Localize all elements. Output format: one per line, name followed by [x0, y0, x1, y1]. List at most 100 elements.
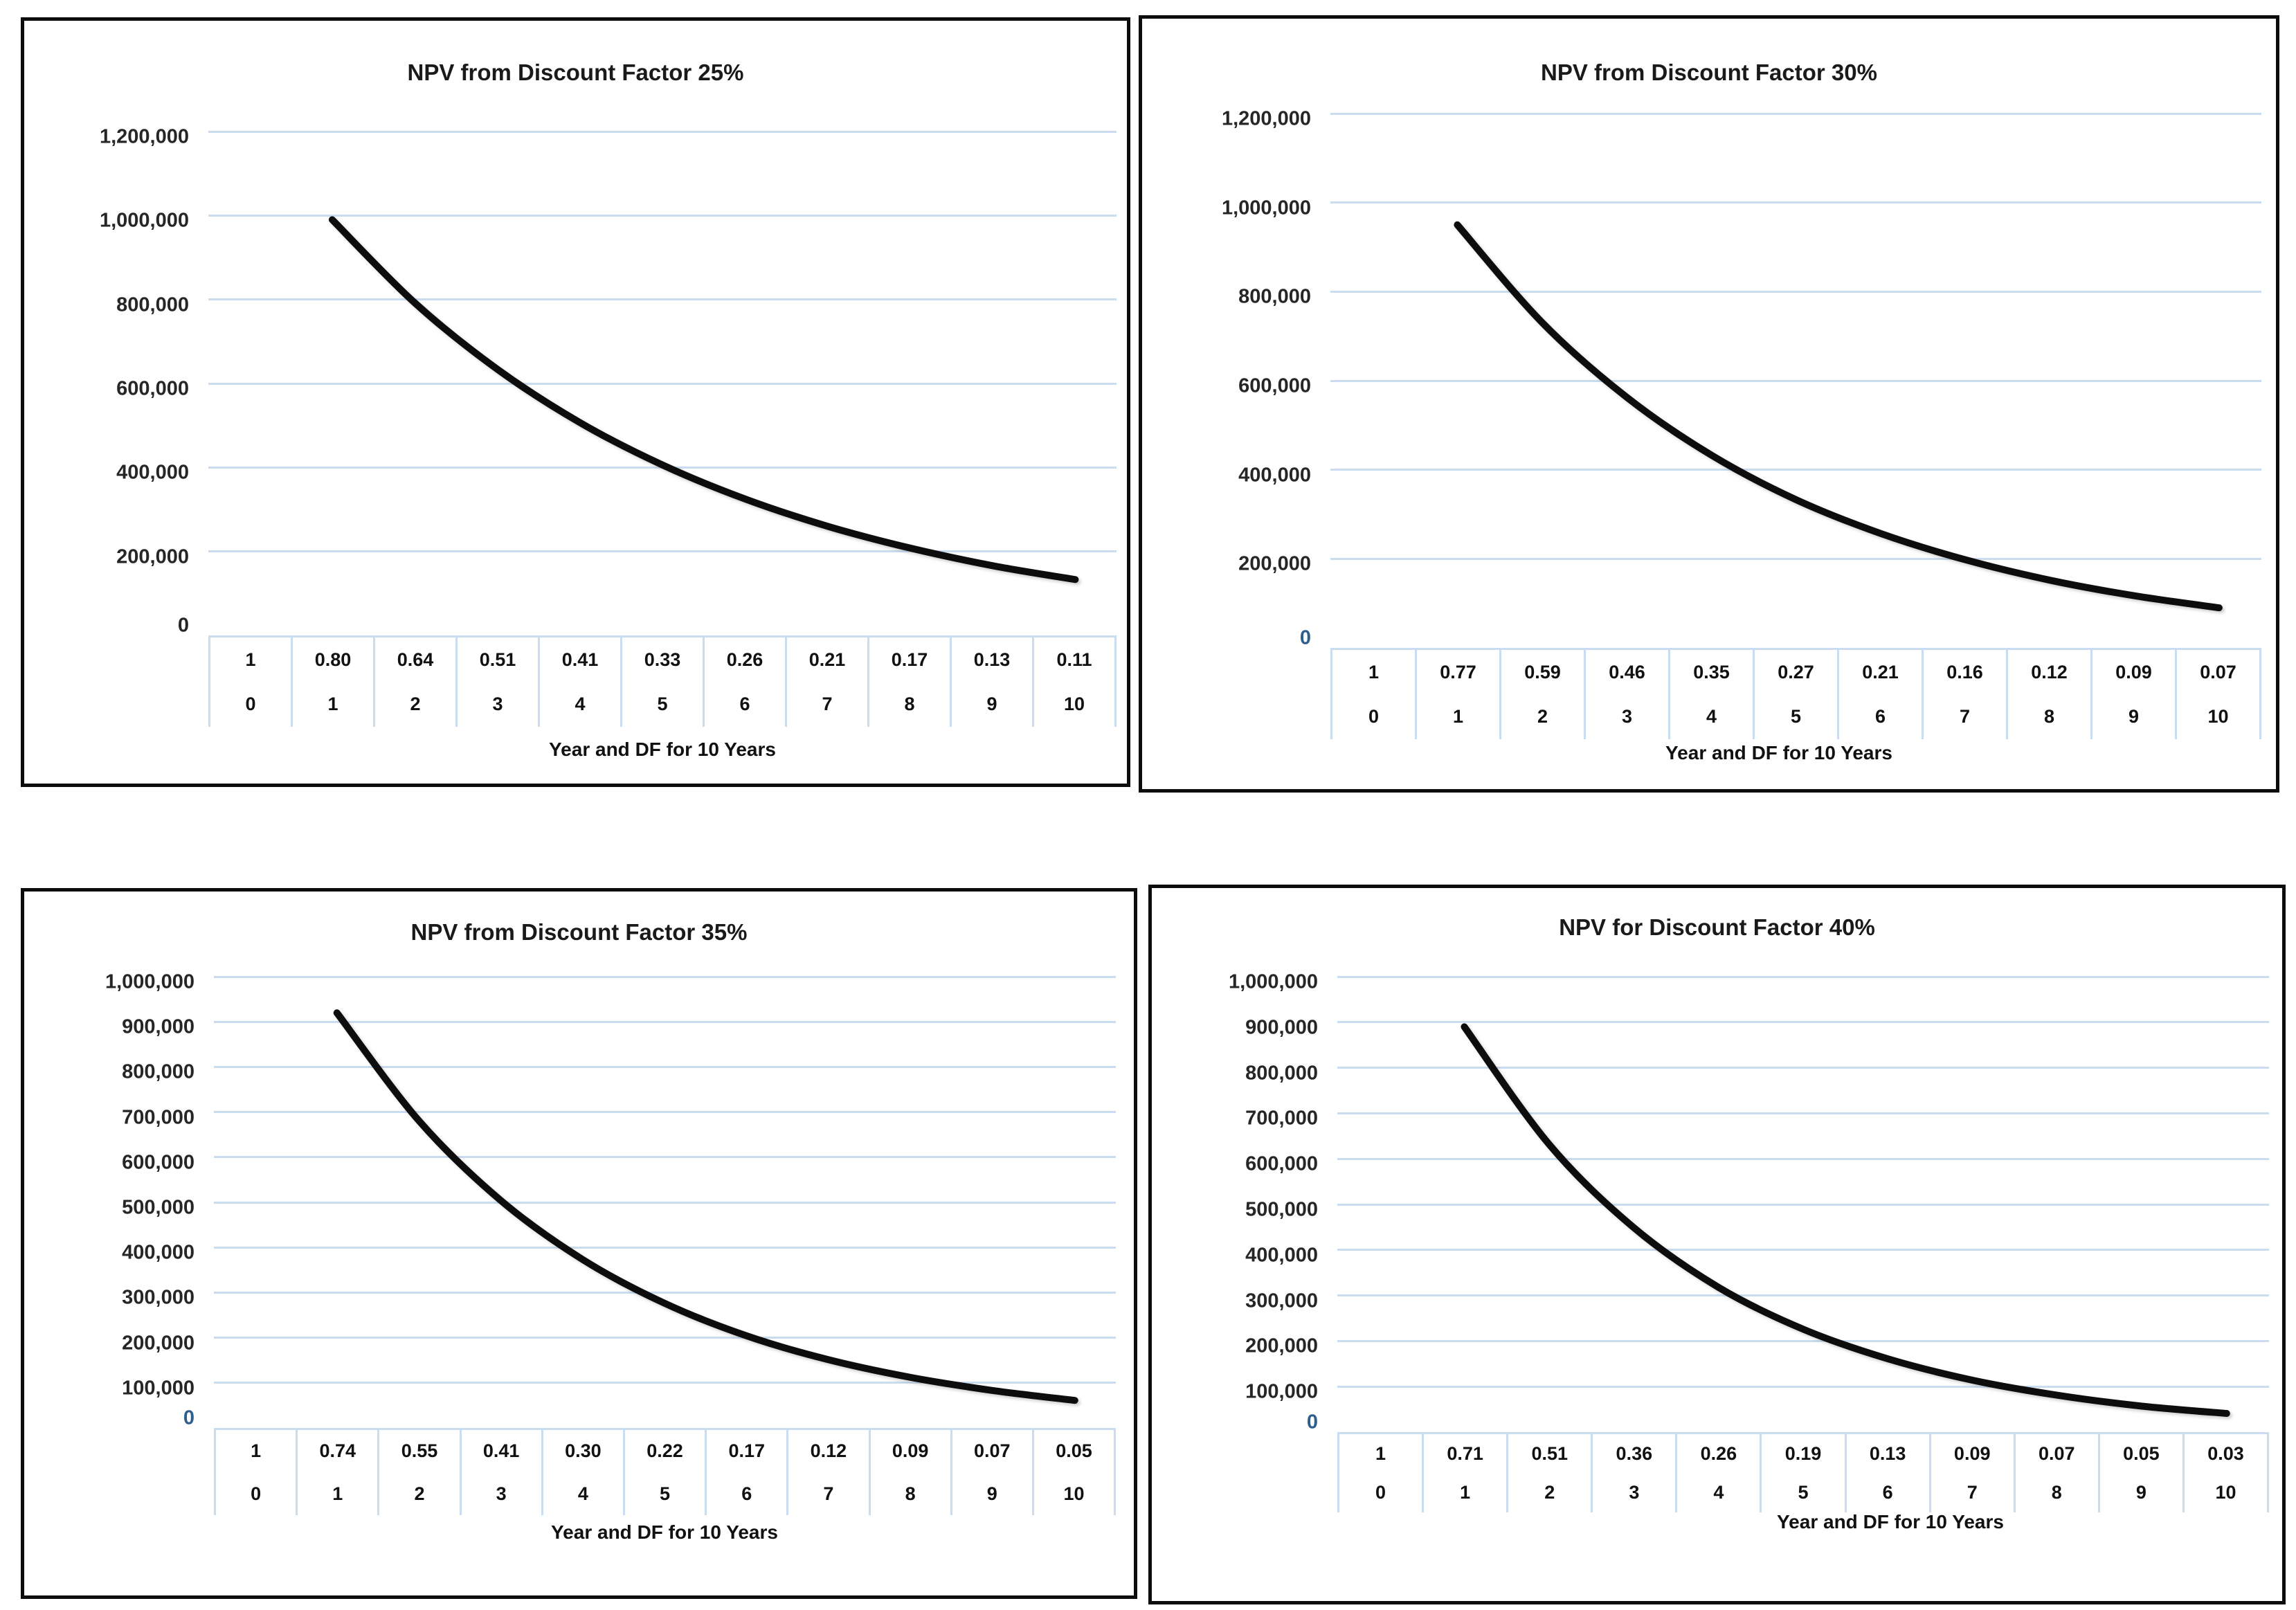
discount-factor-value: 0.19	[1784, 1442, 1822, 1464]
zero-tick-label: 0	[1299, 626, 1311, 649]
year-df-cell: 0.05 10	[1034, 1430, 1117, 1515]
year-df-table: 1 0 0.71 1 0.51 2 0.36 3 0.26 4 0.19 5 0.13 6 0.09 7 0.0…	[1337, 1432, 2270, 1512]
y-gridline	[1337, 1385, 2269, 1388]
year-df-cell: 0.05 9	[2100, 1434, 2185, 1512]
x-axis-title: Year and DF for 10 Years	[551, 1521, 778, 1543]
year-df-cell: 0.55 2	[379, 1430, 462, 1515]
discount-factor-value: 0.46	[1609, 661, 1645, 682]
year-value: 10	[2215, 1482, 2236, 1503]
y-tick-label: 1,000,000	[1228, 970, 1318, 993]
year-value: 9	[2128, 706, 2140, 727]
year-value: 2	[410, 694, 421, 715]
year-df-cell: 0.27 5	[1755, 650, 1839, 739]
y-gridline	[1330, 201, 2261, 204]
discount-factor-value: 0.22	[647, 1440, 683, 1462]
year-df-cell: 0.51 2	[1508, 1434, 1593, 1512]
y-tick-label: 1,000,000	[1221, 197, 1311, 219]
discount-factor-value: 0.21	[808, 649, 846, 670]
discount-factor-value: 0.21	[1862, 661, 1899, 682]
discount-factor-value: 0.33	[644, 649, 681, 670]
y-gridline	[1337, 1339, 2269, 1342]
year-df-cell: 0.74 1	[298, 1430, 380, 1515]
year-value: 0	[1368, 706, 1380, 727]
year-df-cell: 0.30 4	[543, 1430, 625, 1515]
zero-tick-label: 0	[183, 1407, 195, 1429]
discount-factor-value: 0.77	[1440, 661, 1476, 682]
discount-factor-value: 0.12	[2031, 661, 2068, 682]
chart-title: NPV for Discount Factor 40%	[1559, 914, 1875, 940]
year-df-cell: 0.07 8	[2016, 1434, 2100, 1512]
y-tick-label: 200,000	[1238, 552, 1311, 575]
year-df-cell: 0.19 5	[1762, 1434, 1847, 1512]
y-tick-label: 400,000	[122, 1241, 195, 1264]
x-axis-title: Year and DF for 10 Years	[1665, 742, 1892, 763]
year-value: 10	[1063, 694, 1085, 715]
year-value: 6	[741, 1483, 752, 1504]
year-df-cell: 0.13 6	[1847, 1434, 1931, 1512]
y-tick-label: 400,000	[1245, 1244, 1318, 1267]
y-gridline	[208, 130, 1117, 133]
year-value: 2	[414, 1483, 425, 1504]
year-df-cell: 0.33 5	[622, 637, 705, 727]
discount-factor-value: 1	[1368, 661, 1380, 682]
y-gridline	[214, 1020, 1116, 1023]
year-value: 5	[657, 694, 668, 715]
year-df-cell: 0.17 6	[707, 1430, 789, 1515]
year-value: 3	[1629, 1482, 1640, 1503]
y-tick-label: 1,000,000	[105, 970, 195, 993]
npv-curve	[328, 216, 1079, 584]
discount-factor-value: 0.05	[1056, 1440, 1092, 1462]
discount-factor-value: 0.07	[974, 1440, 1011, 1462]
discount-factor-value: 0.71	[1447, 1442, 1483, 1464]
discount-factor-value: 0.35	[1693, 661, 1730, 682]
discount-factor-value: 0.03	[2207, 1442, 2244, 1464]
y-gridline	[1337, 1157, 2269, 1160]
year-value: 4	[575, 694, 586, 715]
y-gridline	[214, 1337, 1116, 1339]
y-gridline	[1337, 1067, 2269, 1069]
discount-factor-value: 0.51	[1531, 1442, 1569, 1464]
year-df-cell: 0.46 3	[1586, 650, 1670, 739]
year-value: 1	[327, 694, 338, 715]
year-value: 6	[1874, 706, 1886, 727]
year-df-cell: 0.71 1	[1424, 1434, 1509, 1512]
year-value: 5	[1790, 706, 1802, 727]
y-gridline	[208, 298, 1117, 301]
y-tick-label: 100,000	[1245, 1380, 1318, 1403]
y-gridline	[1337, 1294, 2269, 1297]
y-tick-label: 600,000	[1245, 1152, 1318, 1175]
y-gridline	[1330, 557, 2261, 560]
year-value: 3	[1621, 706, 1633, 727]
year-value: 8	[905, 1483, 916, 1504]
year-df-cell: 0.09 8	[871, 1430, 952, 1515]
y-tick-label: 900,000	[1245, 1016, 1318, 1039]
zero-tick-label: 0	[1306, 1411, 1318, 1433]
discount-factor-value: 0.13	[1869, 1442, 1906, 1464]
discount-factor-value: 0.41	[561, 649, 599, 670]
discount-factor-value: 0.64	[397, 649, 434, 670]
y-tick-label: 600,000	[122, 1151, 195, 1174]
year-df-cell: 0.59 2	[1501, 650, 1586, 739]
y-gridline	[214, 1156, 1116, 1159]
discount-factor-value: 0.30	[565, 1440, 602, 1462]
discount-factor-value: 0.51	[479, 649, 516, 670]
y-tick-label: 300,000	[122, 1286, 195, 1309]
year-df-cell: 0.09 7	[1931, 1434, 2016, 1512]
y-tick-label: 700,000	[122, 1106, 195, 1129]
year-df-table: 1 0 0.77 1 0.59 2 0.46 3 0.35 4 0.27 5 0.21 6 0.16 7 0.1…	[1330, 648, 2261, 739]
year-df-table: 1 0 0.80 1 0.64 2 0.51 3 0.41 4 0.33 5 0.26 6 0.21 7 0.1…	[208, 635, 1117, 727]
discount-factor-value: 0.07	[2039, 1442, 2075, 1464]
y-gridline	[214, 1111, 1116, 1114]
year-df-cell: 0.64 2	[375, 637, 458, 727]
year-value: 6	[739, 694, 750, 715]
chart-title: NPV from Discount Factor 35%	[410, 919, 748, 945]
year-value: 7	[822, 694, 833, 715]
discount-factor-value: 0.36	[1616, 1442, 1653, 1464]
chart-panel-npv-df-40: NPV for Discount Factor 40% 1,000,000 900…	[1148, 885, 2286, 1604]
chart-panel-npv-df-25: NPV from Discount Factor 25% 1,200,000 1,…	[21, 17, 1130, 787]
y-gridline	[1337, 975, 2269, 978]
year-value: 2	[1544, 1482, 1555, 1503]
discount-factor-value: 0.17	[891, 649, 928, 670]
